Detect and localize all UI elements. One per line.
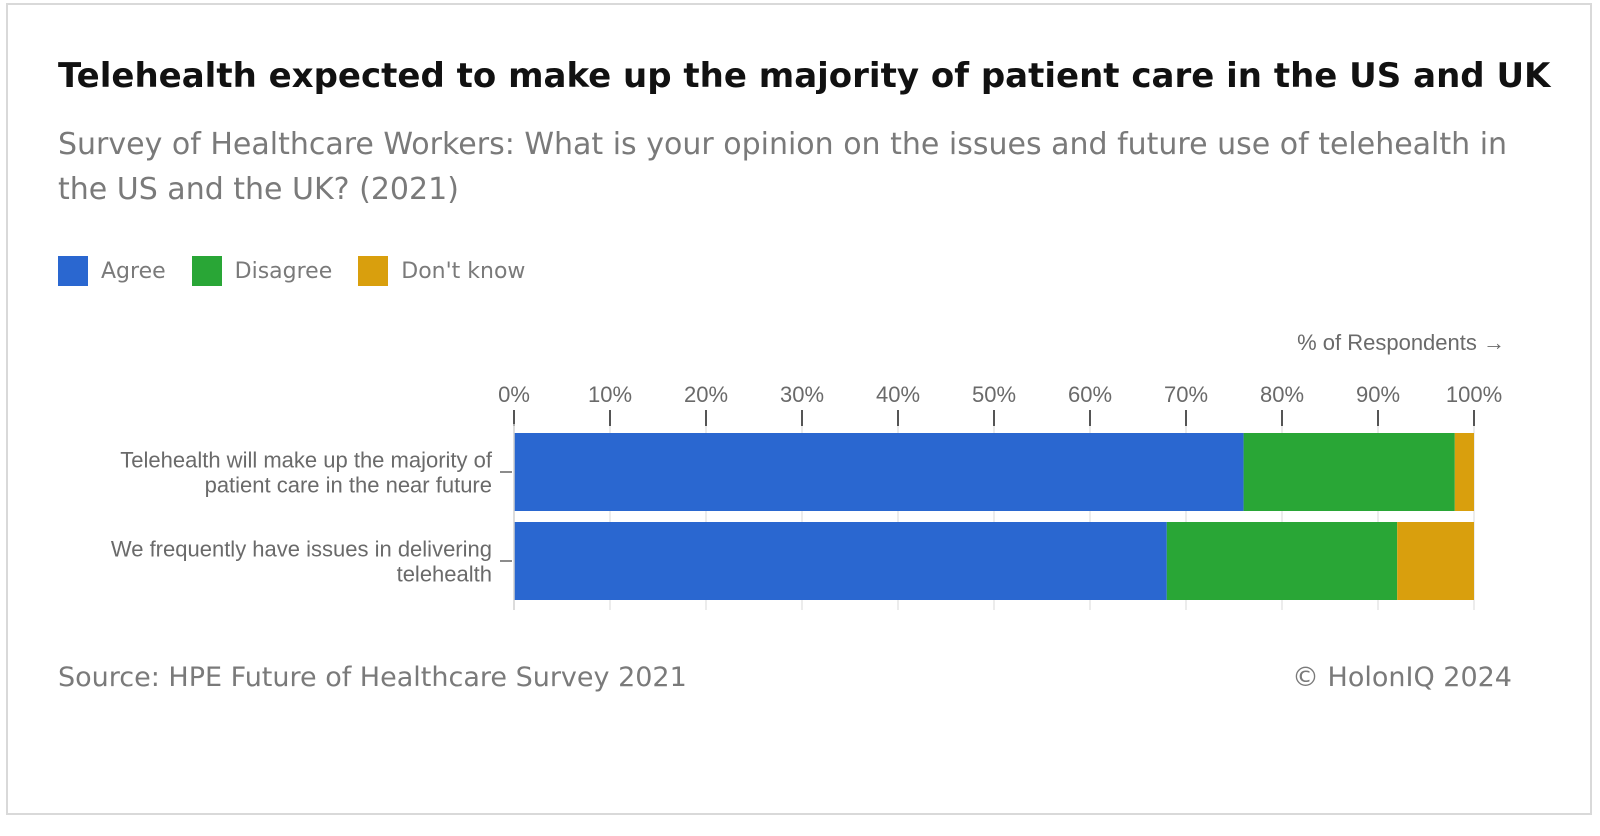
legend-label-disagree: Disagree: [234, 258, 333, 284]
legend-swatch-agree: [58, 256, 88, 286]
category-label: We frequently have issues in delivering: [111, 537, 492, 562]
legend-item-dont-know[interactable]: Don't know: [358, 256, 525, 286]
x-tick-label: 10%: [588, 382, 632, 407]
category-label: Telehealth will make up the majority of: [120, 448, 493, 473]
category-label: patient care in the near future: [205, 473, 492, 498]
bar-disagree: [1243, 433, 1455, 511]
chart-card: [6, 3, 1592, 815]
x-tick-label: 90%: [1356, 382, 1400, 407]
x-tick-label: 40%: [876, 382, 920, 407]
bar-agree: [514, 522, 1167, 600]
legend-swatch-disagree: [191, 256, 222, 286]
category-label: telehealth: [397, 562, 492, 587]
x-tick-label: 60%: [1068, 382, 1112, 407]
bar-disagree: [1166, 522, 1398, 600]
x-tick-label: 50%: [972, 382, 1016, 407]
legend-item-agree[interactable]: Agree: [58, 256, 166, 286]
copyright-note: © HolonIQ 2024: [1291, 662, 1512, 693]
legend-label-dont-know: Don't know: [401, 258, 526, 284]
bar-don-t-know: [1397, 522, 1474, 600]
legend-label-agree: Agree: [101, 258, 166, 284]
x-tick-label: 30%: [780, 382, 824, 407]
bar-agree: [514, 433, 1244, 511]
source-note: Source: HPE Future of Healthcare Survey …: [58, 662, 687, 693]
chart-subtitle: Survey of Healthcare Workers: What is yo…: [58, 127, 1508, 207]
legend: Agree Disagree Don't know: [58, 256, 551, 286]
x-tick-label: 100%: [1446, 382, 1502, 407]
x-tick-label: 0%: [498, 382, 530, 407]
legend-item-disagree[interactable]: Disagree: [191, 256, 333, 286]
x-axis-title: % of Respondents →: [1297, 330, 1505, 355]
bar-don-t-know: [1454, 433, 1474, 511]
x-tick-label: 70%: [1164, 382, 1208, 407]
chart-title: Telehealth expected to make up the major…: [58, 56, 1551, 96]
x-tick-label: 20%: [684, 382, 728, 407]
legend-swatch-dont-know: [358, 256, 389, 286]
x-tick-label: 80%: [1260, 382, 1304, 407]
